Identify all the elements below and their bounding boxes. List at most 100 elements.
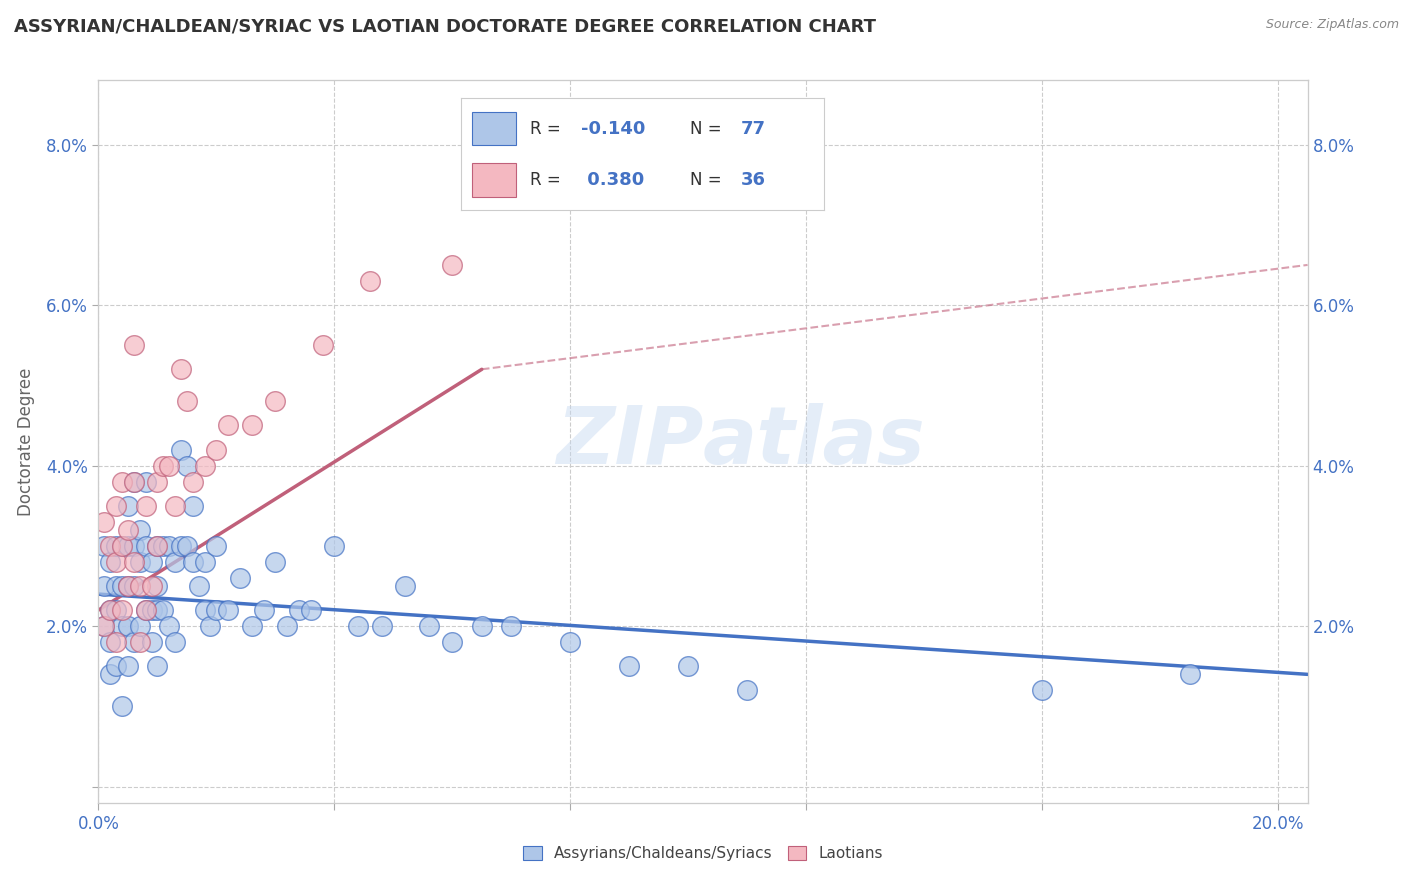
- Point: [370, 619, 392, 633]
- Point: [170, 442, 193, 457]
- Point: [264, 555, 287, 569]
- Point: [146, 539, 169, 553]
- Point: [117, 659, 139, 673]
- Point: [128, 635, 150, 649]
- Point: [117, 579, 139, 593]
- Point: [205, 539, 228, 553]
- Point: [165, 635, 187, 649]
- Point: [93, 619, 115, 633]
- Point: [441, 635, 464, 649]
- Point: [471, 619, 494, 633]
- Point: [194, 603, 217, 617]
- Point: [111, 539, 134, 553]
- Point: [122, 635, 145, 649]
- Point: [619, 659, 641, 673]
- Point: [299, 603, 322, 617]
- Point: [560, 635, 582, 649]
- Point: [170, 362, 193, 376]
- Text: Source: ZipAtlas.com: Source: ZipAtlas.com: [1265, 18, 1399, 31]
- Point: [152, 603, 174, 617]
- Point: [240, 619, 263, 633]
- Y-axis label: Doctorate Degree: Doctorate Degree: [17, 368, 35, 516]
- Point: [1178, 667, 1201, 681]
- Point: [276, 619, 298, 633]
- Point: [141, 555, 163, 569]
- Point: [135, 475, 157, 489]
- Point: [98, 603, 121, 617]
- Point: [122, 475, 145, 489]
- Point: [152, 458, 174, 473]
- Point: [146, 603, 169, 617]
- Point: [111, 475, 134, 489]
- Point: [117, 619, 139, 633]
- Legend: Assyrians/Chaldeans/Syriacs, Laotians: Assyrians/Chaldeans/Syriacs, Laotians: [517, 840, 889, 867]
- Point: [264, 394, 287, 409]
- Point: [200, 619, 222, 633]
- Point: [122, 555, 145, 569]
- Point: [117, 579, 139, 593]
- Point: [176, 394, 198, 409]
- Point: [252, 603, 274, 617]
- Point: [141, 603, 163, 617]
- Point: [170, 539, 193, 553]
- Point: [323, 539, 346, 553]
- Point: [111, 619, 134, 633]
- Point: [117, 499, 139, 513]
- Point: [93, 539, 115, 553]
- Text: atlas: atlas: [703, 402, 925, 481]
- Point: [146, 475, 169, 489]
- Point: [117, 523, 139, 537]
- Point: [122, 338, 145, 352]
- Point: [1031, 683, 1053, 698]
- Point: [146, 539, 169, 553]
- Point: [181, 499, 204, 513]
- Point: [441, 258, 464, 272]
- Point: [418, 619, 440, 633]
- Point: [141, 635, 163, 649]
- Point: [165, 499, 187, 513]
- Point: [217, 603, 239, 617]
- Point: [217, 418, 239, 433]
- Point: [105, 499, 128, 513]
- Point: [194, 555, 217, 569]
- Point: [181, 475, 204, 489]
- Point: [678, 659, 700, 673]
- Point: [311, 338, 333, 352]
- Point: [93, 579, 115, 593]
- Point: [141, 579, 163, 593]
- Point: [359, 274, 381, 288]
- Point: [105, 539, 128, 553]
- Point: [157, 619, 180, 633]
- Point: [122, 579, 145, 593]
- Point: [194, 458, 217, 473]
- Point: [122, 539, 145, 553]
- Point: [111, 603, 134, 617]
- Point: [98, 603, 121, 617]
- Point: [501, 619, 523, 633]
- Point: [146, 579, 169, 593]
- Text: ZIP: ZIP: [555, 402, 703, 481]
- Point: [288, 603, 311, 617]
- Point: [105, 659, 128, 673]
- Point: [181, 555, 204, 569]
- Point: [128, 619, 150, 633]
- Point: [128, 555, 150, 569]
- Point: [98, 635, 121, 649]
- Point: [111, 699, 134, 714]
- Point: [205, 442, 228, 457]
- Point: [240, 418, 263, 433]
- Point: [135, 499, 157, 513]
- Point: [229, 571, 252, 585]
- Point: [93, 619, 115, 633]
- Point: [176, 458, 198, 473]
- Point: [146, 659, 169, 673]
- Point: [122, 475, 145, 489]
- Point: [105, 555, 128, 569]
- Point: [117, 539, 139, 553]
- Point: [135, 603, 157, 617]
- Point: [111, 539, 134, 553]
- Point: [735, 683, 758, 698]
- Point: [157, 539, 180, 553]
- Point: [105, 603, 128, 617]
- Point: [157, 458, 180, 473]
